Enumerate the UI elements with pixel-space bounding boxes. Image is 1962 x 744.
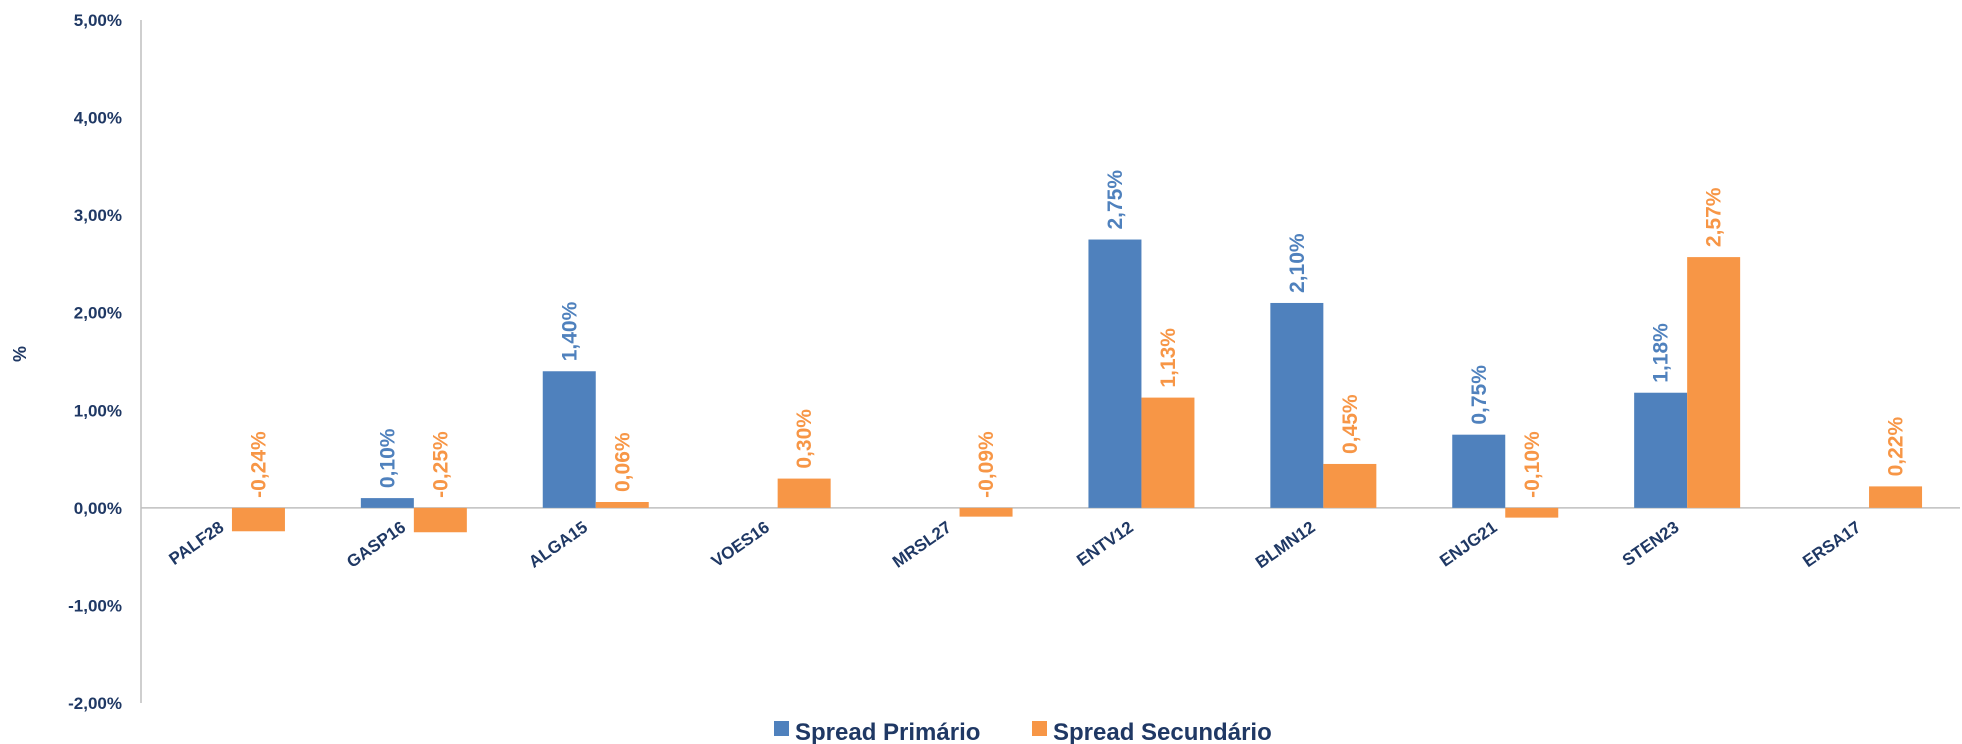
- x-tick-label: ENJG21: [1436, 518, 1500, 571]
- data-label: 1,40%: [558, 301, 581, 361]
- x-tick-label: GASP16: [343, 518, 409, 572]
- legend-label: Spread Primário: [795, 719, 980, 744]
- data-label: 2,57%: [1703, 187, 1726, 247]
- y-tick-label: 0,00%: [74, 499, 122, 518]
- bar: [542, 371, 596, 508]
- bar: [1452, 434, 1506, 508]
- y-axis-title: %: [10, 346, 30, 362]
- bar: [1869, 486, 1923, 508]
- x-tick-label: MRSL27: [889, 518, 955, 572]
- y-tick-label: 2,00%: [74, 304, 122, 323]
- bar: [413, 507, 467, 533]
- bar: [1088, 239, 1142, 508]
- data-label: 1,18%: [1650, 323, 1673, 383]
- y-tick-label: -2,00%: [68, 694, 122, 713]
- legend-swatch: [774, 721, 789, 736]
- data-label: 0,30%: [793, 409, 816, 469]
- x-tick-label: ENTV12: [1073, 518, 1137, 570]
- bar: [595, 502, 649, 508]
- bar: [1270, 302, 1324, 508]
- bar: [777, 478, 831, 508]
- bar: [1141, 397, 1195, 508]
- y-tick-label: 3,00%: [74, 206, 122, 225]
- x-tick-label: PALF28: [166, 518, 228, 569]
- axes: -2,00% -1,00% 0,00% 1,00% 2,00% 3,00% 4,00% 5,0…: [68, 11, 1960, 713]
- data-label: -0,09%: [975, 431, 998, 498]
- x-tick-label: STEN23: [1619, 518, 1683, 570]
- bar: [1323, 463, 1377, 508]
- data-label: -0,24%: [247, 431, 270, 498]
- data-label: 1,13%: [1157, 328, 1180, 388]
- data-label: 0,45%: [1339, 394, 1362, 454]
- bar: [1505, 507, 1559, 518]
- x-tick-label: ERSA17: [1799, 518, 1864, 572]
- data-label: 2,75%: [1104, 170, 1127, 230]
- bar: [1687, 257, 1741, 508]
- legend: Spread Primário Spread Secundário: [774, 719, 1272, 744]
- data-label: -0,10%: [1521, 431, 1544, 498]
- bar: [231, 507, 285, 532]
- legend-swatch: [1032, 721, 1047, 736]
- data-label: -0,25%: [429, 431, 452, 498]
- x-tick-label: BLMN12: [1252, 518, 1319, 573]
- data-label: 0,06%: [611, 432, 634, 492]
- x-tick-label: VOES16: [708, 518, 773, 572]
- bar: [1634, 392, 1688, 508]
- data-label: 0,22%: [1885, 417, 1908, 477]
- data-labels: -0,24% 0,10% -0,25% 1,40% 0,06% 0,30% -0,09% 2,…: [247, 170, 1907, 498]
- y-tick-label: 4,00%: [74, 109, 122, 128]
- data-label: 0,75%: [1468, 365, 1491, 425]
- legend-label: Spread Secundário: [1053, 719, 1272, 744]
- bar: [959, 507, 1013, 517]
- data-label: 0,10%: [376, 428, 399, 488]
- y-tick-label: 5,00%: [74, 11, 122, 30]
- y-tick-label: 1,00%: [74, 401, 122, 420]
- data-label: 2,10%: [1286, 233, 1309, 293]
- y-tick-label: -1,00%: [68, 596, 122, 615]
- x-tick-label: ALGA15: [525, 518, 591, 572]
- bars: [231, 239, 1923, 533]
- bar: [360, 498, 414, 508]
